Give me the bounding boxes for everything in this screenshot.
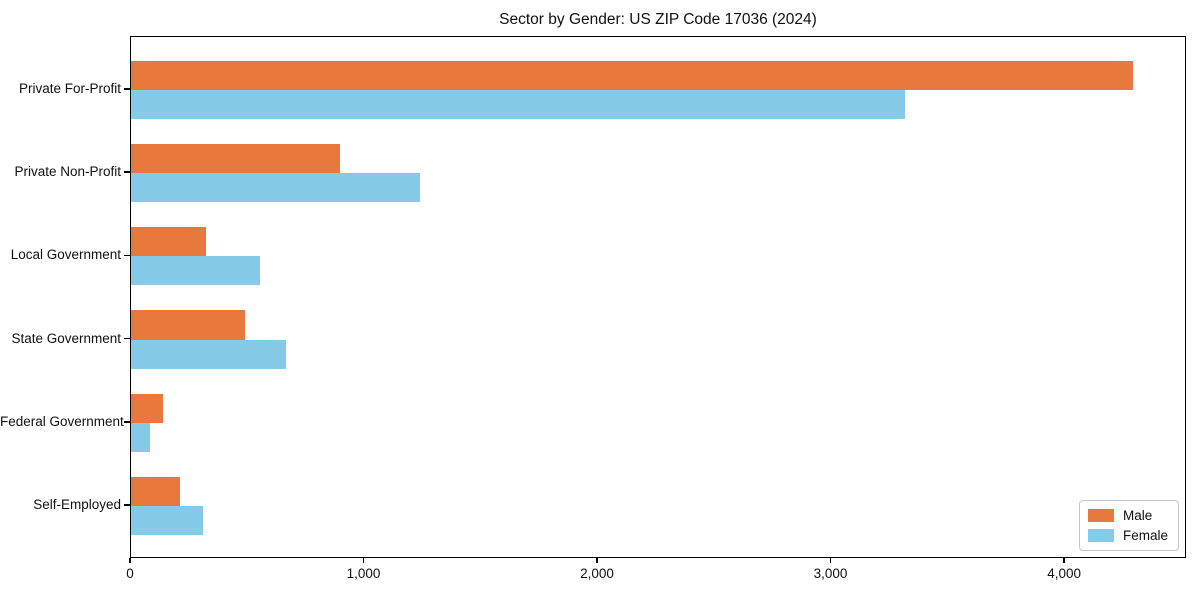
chart-title: Sector by Gender: US ZIP Code 17036 (202… [499,11,817,28]
y-label-local-government: Local Government [10,247,121,263]
y-label-private-non-profit: Private Non-Profit [14,164,121,180]
bar-female-local-government [131,256,261,286]
legend-label-female: Female [1122,528,1168,543]
y-label-state-government: State Government [11,330,121,346]
bar-female-state-government [131,339,286,369]
plot-area [130,36,1186,558]
bar-male-state-government [131,310,246,340]
x-label-2000: 2,000 [580,566,614,581]
bar-male-federal-government [131,393,163,423]
legend-label-male: Male [1122,508,1153,523]
bar-male-self-employed [131,476,180,507]
bar-male-private-non-profit [131,143,340,174]
legend-entry-female: Female [1087,528,1168,543]
x-label-1000: 1,000 [346,566,381,581]
bar-female-federal-government [131,422,150,452]
x-label-3000: 3,000 [813,566,848,581]
y-label-federal-government: Federal Government [0,413,124,429]
legend-swatch-male [1087,509,1114,522]
bar-female-private-non-profit [131,173,421,203]
y-tick-federal-government [124,421,130,423]
y-label-private-for-profit: Private For-Profit [18,80,121,96]
y-tick-private-for-profit [124,88,130,90]
y-tick-self-employed [124,504,130,506]
legend-entry-male: Male [1087,508,1168,523]
x-tick-2000 [596,558,598,563]
bar-male-private-for-profit [131,60,1134,90]
x-tick-4000 [1063,558,1065,563]
bar-female-self-employed [131,506,204,536]
legend: Male Female [1078,500,1179,551]
legend-swatch-female [1087,529,1114,542]
y-label-self-employed: Self-Employed [33,497,121,513]
bar-male-local-government [131,227,206,257]
y-tick-local-government [124,254,130,257]
y-tick-private-non-profit [124,171,130,173]
x-tick-1000 [362,558,365,563]
x-tick-3000 [829,558,832,563]
bar-female-private-for-profit [131,89,905,119]
y-tick-state-government [124,337,130,340]
x-label-0: 0 [126,566,134,581]
x-tick-0 [129,558,131,563]
x-label-4000: 4,000 [1047,566,1081,581]
